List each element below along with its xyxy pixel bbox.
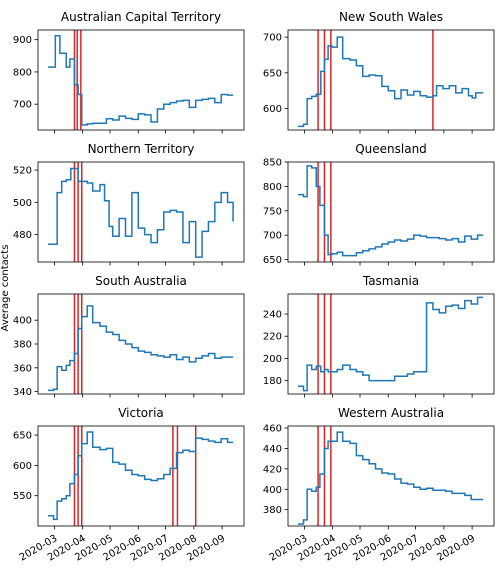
plot-frame xyxy=(37,29,245,131)
y-tick-label: 200 xyxy=(263,354,282,365)
panel-title: South Australia xyxy=(95,274,187,288)
panels-group: Australian Capital Territory 700 800 900 New… xyxy=(13,10,495,564)
y-tick-label: 600 xyxy=(13,461,32,472)
y-tick-label: 900 xyxy=(13,35,32,46)
y-tick-label: 650 xyxy=(13,431,32,442)
y-tick-label: 460 xyxy=(263,424,282,435)
panel-south-australia: South Australia 340 360 380 400 xyxy=(13,274,245,398)
panel-title: Victoria xyxy=(118,406,164,420)
plot-frame xyxy=(287,425,495,527)
plot-frame xyxy=(287,29,495,131)
panel-western-australia: Western Australia3804004204404602020-032… xyxy=(263,406,495,564)
panel-title: New South Wales xyxy=(339,10,443,24)
panel-northern-territory: Northern Territory 480 500 520 xyxy=(13,142,245,266)
y-tick-label: 340 xyxy=(13,387,32,398)
series-line xyxy=(48,431,234,521)
y-tick-label: 700 xyxy=(263,33,282,44)
panel-victoria: Victoria5506006502020-032020-042020-0520… xyxy=(13,406,245,564)
series-line xyxy=(298,431,484,525)
y-axis-label: Average contacts xyxy=(0,245,11,332)
panel-tasmania: Tasmania 180 200 220 240 xyxy=(263,274,495,398)
y-tick-label: 650 xyxy=(263,255,282,266)
series-line xyxy=(48,305,234,392)
series-line xyxy=(298,36,484,128)
plot-frame xyxy=(37,293,245,395)
y-tick-label: 220 xyxy=(263,332,282,343)
panel-title: Australian Capital Territory xyxy=(61,10,221,24)
y-tick-label: 380 xyxy=(263,505,282,516)
series-line xyxy=(298,296,484,392)
y-tick-label: 420 xyxy=(263,464,282,475)
y-tick-label: 240 xyxy=(263,310,282,321)
plot-frame xyxy=(37,161,245,263)
panel-title: Northern Territory xyxy=(88,142,195,156)
y-tick-label: 600 xyxy=(263,104,282,115)
panel-title: Western Australia xyxy=(338,406,444,420)
plot-frame xyxy=(37,425,245,527)
y-tick-label: 800 xyxy=(13,67,32,78)
y-tick-label: 180 xyxy=(263,376,282,387)
y-tick-label: 700 xyxy=(13,100,32,111)
panel-australian-capital-territory: Australian Capital Territory 700 800 900 xyxy=(13,10,245,134)
y-tick-label: 360 xyxy=(13,363,32,374)
series-line xyxy=(48,35,234,126)
y-tick-label: 400 xyxy=(13,316,32,327)
y-tick-label: 480 xyxy=(13,230,32,241)
y-tick-label: 440 xyxy=(263,444,282,455)
y-tick-label: 650 xyxy=(263,68,282,79)
y-tick-label: 520 xyxy=(13,166,32,177)
series-line xyxy=(298,165,484,257)
y-tick-label: 380 xyxy=(13,340,32,351)
y-tick-label: 750 xyxy=(263,206,282,217)
y-tick-label: 400 xyxy=(263,485,282,496)
panel-title: Tasmania xyxy=(362,274,419,288)
y-tick-label: 550 xyxy=(13,491,32,502)
panel-title: Queensland xyxy=(355,142,427,156)
plot-frame xyxy=(287,161,495,263)
y-tick-label: 800 xyxy=(263,182,282,193)
series-line xyxy=(48,167,234,258)
panel-new-south-wales: New South Wales 600 650 700 xyxy=(263,10,495,134)
panel-queensland: Queensland 650 700 750 800 850 xyxy=(263,142,495,266)
y-tick-label: 500 xyxy=(13,198,32,209)
y-tick-label: 850 xyxy=(263,158,282,169)
y-tick-label: 700 xyxy=(263,231,282,242)
plot-frame xyxy=(287,293,495,395)
